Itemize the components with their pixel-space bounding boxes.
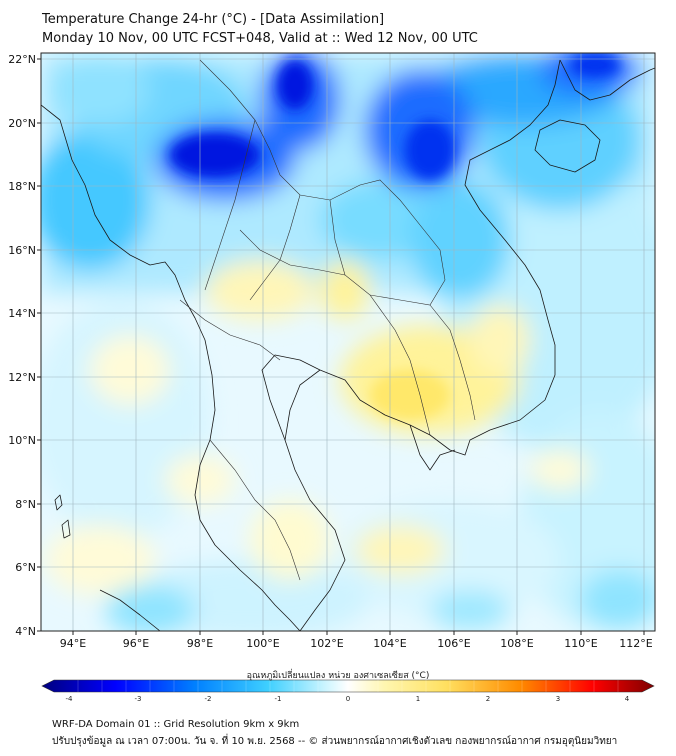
lat-label-12n: 12°N — [8, 371, 36, 384]
colorbar-tick-label: -2 — [205, 695, 212, 703]
country-borders — [179, 59, 476, 581]
colorbar-tick-label: -3 — [135, 695, 142, 703]
graticule — [41, 53, 655, 631]
colorbar: -4 -3 -2 -1 0 1 2 3 4 — [41, 679, 655, 703]
map-frame — [40, 52, 656, 632]
map-subtitle: Monday 10 Nov, 00 UTC FCST+048, Valid at… — [42, 31, 478, 46]
lon-label-100e: 100°E — [246, 637, 279, 650]
lon-label-106e: 106°E — [437, 637, 470, 650]
lon-label-108e: 108°E — [500, 637, 533, 650]
lon-label-104e: 104°E — [373, 637, 406, 650]
colorbar-tick-label: 4 — [625, 695, 630, 703]
footer-line-2: ปรับปรุงข้อมูล ณ เวลา 07:00น. วัน จ. ที่… — [52, 736, 618, 747]
colorbar-tick-label: -4 — [66, 695, 74, 703]
lat-label-20n: 20°N — [8, 117, 36, 130]
lon-label-94e: 94°E — [60, 637, 86, 650]
temperature-field — [41, 53, 655, 631]
lat-label-4n: 4°N — [15, 625, 36, 638]
colorbar-tick-label: 0 — [346, 695, 350, 703]
colorbar-tick-label: 1 — [416, 695, 420, 703]
lon-label-112e: 112°E — [619, 637, 652, 650]
lon-label-98e: 98°E — [187, 637, 213, 650]
lat-label-14n: 14°N — [8, 307, 36, 320]
coastlines — [41, 59, 655, 631]
lat-label-22n: 22°N — [8, 53, 36, 66]
colorbar-label: อุณหภูมิเปลี่ยนแปลง หน่วย องศาเซลเซียส (… — [246, 671, 430, 681]
lon-label-96e: 96°E — [123, 637, 149, 650]
lat-label-16n: 16°N — [8, 244, 36, 257]
map-title: Temperature Change 24-hr (°C) - [Data As… — [42, 12, 385, 27]
colorbar-tick-label: 2 — [486, 695, 490, 703]
lat-label-18n: 18°N — [8, 180, 36, 193]
lat-label-8n: 8°N — [15, 498, 36, 511]
axis-ticks — [37, 58, 645, 635]
lat-label-10n: 10°N — [8, 434, 36, 447]
lat-label-6n: 6°N — [15, 561, 36, 574]
lon-label-110e: 110°E — [564, 637, 597, 650]
colorbar-tick-label: -1 — [275, 695, 282, 703]
colorbar-tick-label: 3 — [556, 695, 560, 703]
footer-line-1: WRF-DA Domain 01 :: Grid Resolution 9km … — [52, 719, 300, 730]
lon-label-102e: 102°E — [310, 637, 343, 650]
